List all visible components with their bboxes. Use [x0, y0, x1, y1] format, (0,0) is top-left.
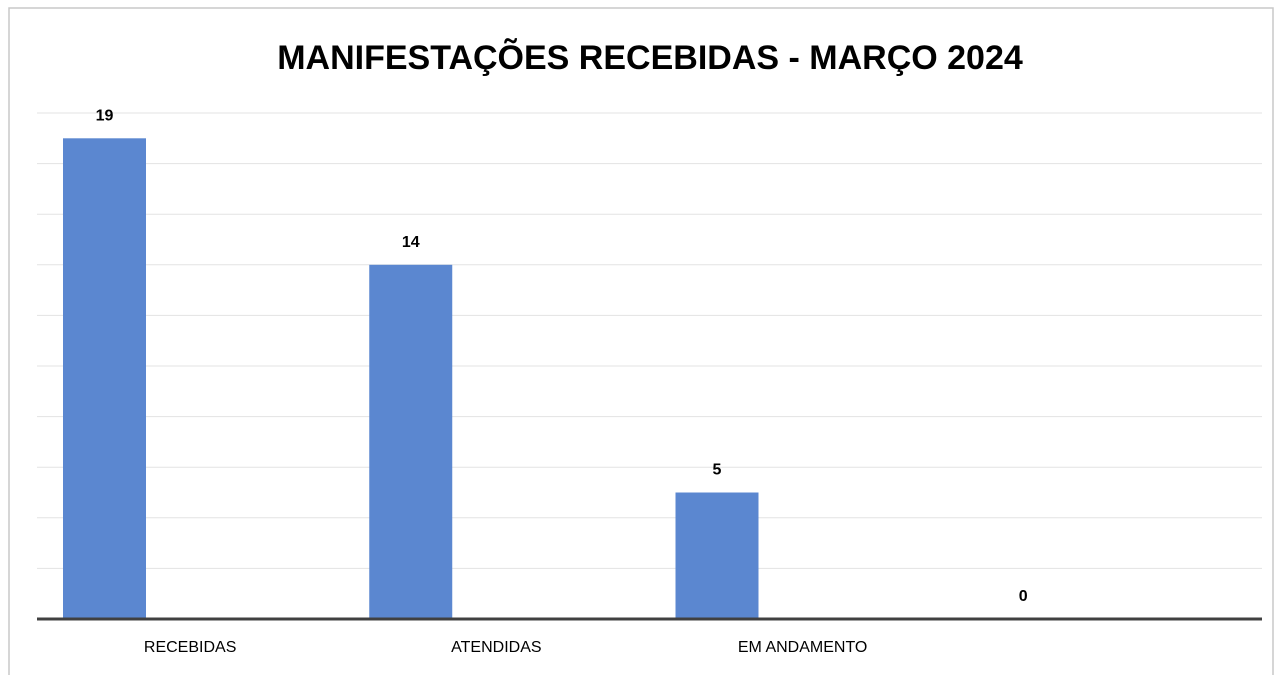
bar	[675, 492, 759, 619]
data-label: 5	[713, 462, 722, 479]
bar	[63, 138, 146, 620]
data-label: 14	[402, 234, 420, 251]
x-tick-label: ATENDIDAS	[451, 639, 541, 656]
data-label: 19	[96, 108, 114, 125]
bar	[369, 264, 453, 619]
data-label: 0	[1019, 588, 1028, 605]
chart-frame	[8, 7, 1274, 675]
chart-title: MANIFESTAÇÕES RECEBIDAS - MARÇO 2024	[277, 39, 1023, 77]
x-tick-label: EM ANDAMENTO	[738, 639, 868, 656]
x-tick-label: RECEBIDAS	[144, 639, 236, 656]
